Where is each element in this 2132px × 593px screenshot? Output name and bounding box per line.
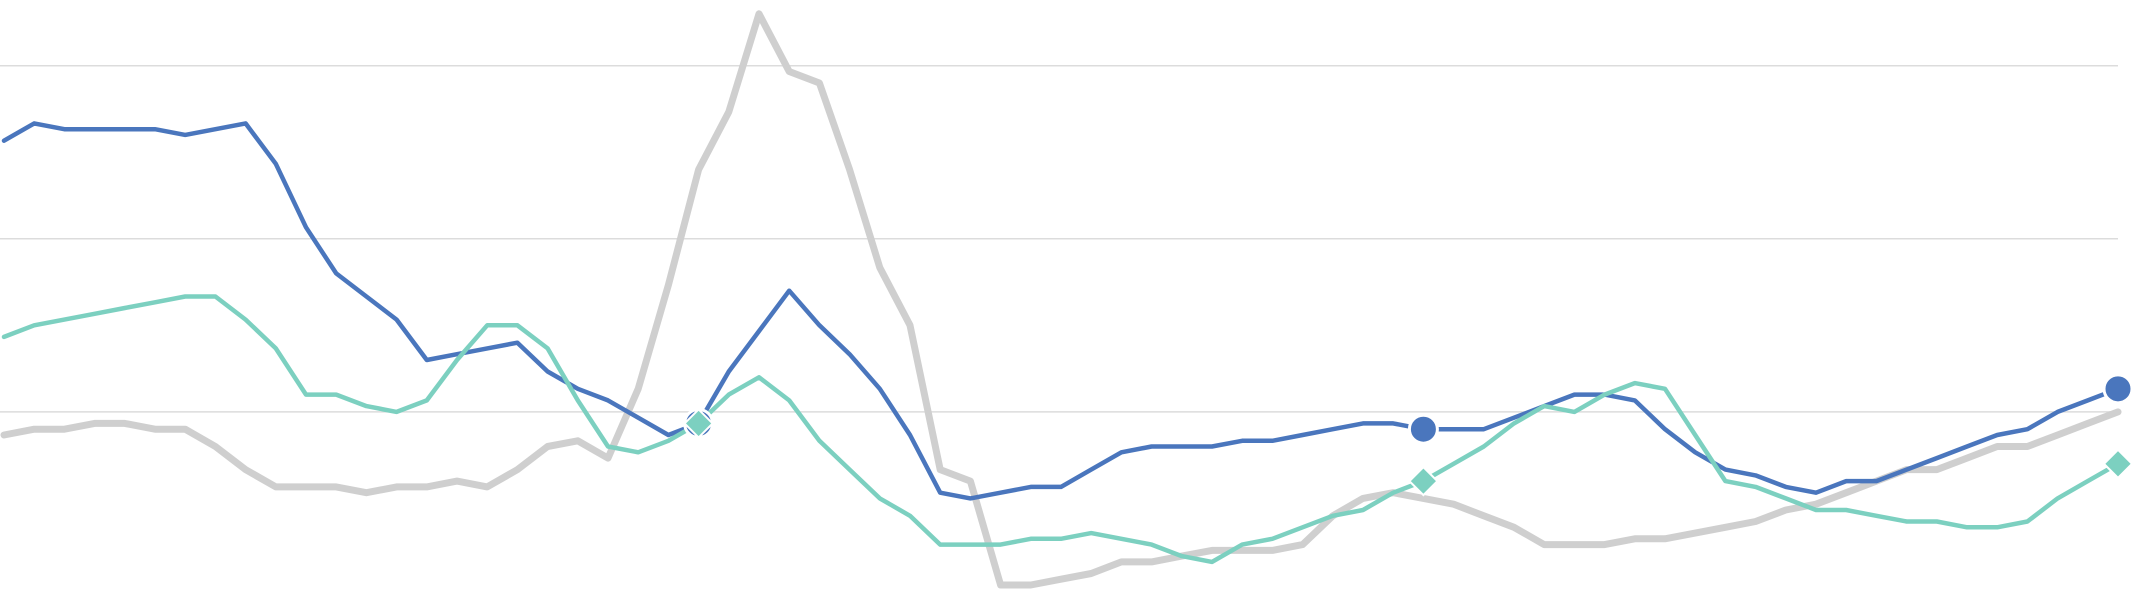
series-line-2 (1, 121, 2121, 501)
chart-series-group (0, 10, 2122, 589)
series-line-3 (1, 294, 2121, 565)
series-2-marker-3 (2102, 373, 2132, 405)
series-2-marker-2 (1407, 413, 1439, 445)
chart-grid (0, 64, 2118, 413)
series-3-marker-1 (683, 408, 715, 439)
series-3-marker-2 (1407, 465, 1439, 497)
series-line-1 (0, 10, 2122, 589)
series-3-marker-3 (2102, 448, 2132, 480)
chart-markers-group (683, 373, 2132, 497)
